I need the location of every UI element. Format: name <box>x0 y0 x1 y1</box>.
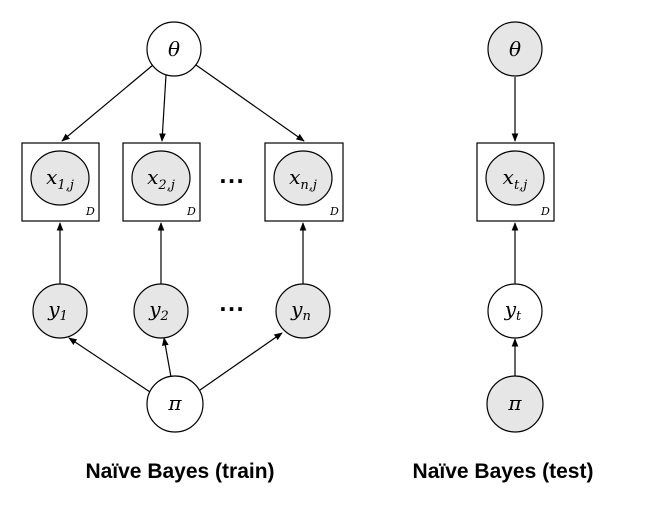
y2-node: y2 <box>133 283 189 339</box>
xn-label: xn,j <box>289 165 317 193</box>
plate-d-label-test: D <box>540 205 550 218</box>
edge-theta-x1 <box>61 64 154 142</box>
edge-pi-y1 <box>68 337 151 393</box>
train-model: θ x1,j D x2,j D ··· xn,j D y1 <box>21 21 344 483</box>
caption-train: Naïve Bayes (train) <box>85 460 274 483</box>
plate-d-label-1: D <box>85 205 95 218</box>
edge-pi-y2 <box>162 337 172 378</box>
edge-theta-xn <box>195 64 305 142</box>
caption-test: Naïve Bayes (test) <box>413 460 594 483</box>
x1-label: x1,j <box>46 165 74 193</box>
plate-x2: x2,j D <box>122 142 201 222</box>
yt-label: yt <box>504 297 522 324</box>
plate-x1: x1,j D <box>21 142 100 222</box>
ellipsis-y: ··· <box>219 297 245 321</box>
xt-label: xt,j <box>503 165 528 193</box>
theta-node-test: θ <box>487 21 543 77</box>
y1-label: y1 <box>47 297 68 324</box>
plate-d-label-n: D <box>329 205 339 218</box>
edge-theta-x2 <box>159 74 167 142</box>
test-model: θ xt,j D yt π Naïve Bayes (test) <box>413 21 594 483</box>
y2-label: y2 <box>148 297 169 324</box>
ellipsis-x: ··· <box>219 169 245 193</box>
pi-node-train: π <box>146 375 204 433</box>
edge-pi-yn <box>199 332 283 391</box>
theta-label-train: θ <box>168 37 180 61</box>
yn-label: yn <box>290 297 311 324</box>
theta-label-test: θ <box>509 37 521 61</box>
plate-d-label-2: D <box>186 205 196 218</box>
yt-node: yt <box>487 283 543 339</box>
plate-xn: xn,j D <box>264 142 344 222</box>
yn-node: yn <box>275 283 331 339</box>
plate-xt: xt,j D <box>476 142 555 222</box>
pi-label-test: π <box>507 391 522 415</box>
theta-node-train: θ <box>146 21 202 77</box>
pi-label-train: π <box>167 391 182 415</box>
y1-node: y1 <box>32 283 88 339</box>
x2-label: x2,j <box>147 165 175 193</box>
pi-node-test: π <box>486 375 544 433</box>
